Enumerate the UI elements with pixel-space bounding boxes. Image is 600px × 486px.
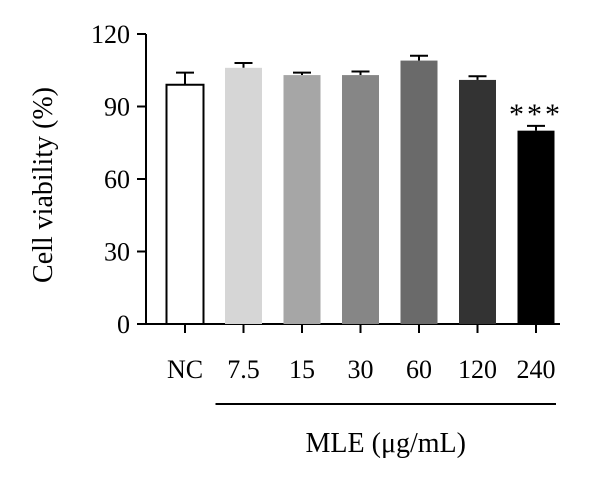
group-label: MLE (μg/mL) [306, 428, 466, 459]
bar-NC [165, 83, 205, 325]
y-tick-label: 60 [104, 165, 130, 194]
plot-area: 0 30 60 90 120 NC 7.5 15 30 60 120 240 *** [91, 20, 563, 384]
x-tick-label: 120 [458, 355, 497, 384]
bar-120 [459, 79, 496, 325]
x-tick-label: 30 [348, 355, 374, 384]
x-tick-label: 7.5 [227, 355, 260, 384]
x-tick-label: 15 [289, 355, 315, 384]
y-tick-label: 90 [104, 93, 130, 122]
significance-stars: *** [509, 98, 563, 131]
bar-60 [400, 60, 438, 324]
y-tick-label: 120 [91, 20, 130, 49]
y-tick-label: 0 [117, 310, 130, 339]
bar-30 [342, 75, 379, 324]
y-axis-label-group: Cell viability (%) [28, 87, 59, 283]
x-tick-label: 60 [406, 355, 432, 384]
y-tick-label: 30 [104, 238, 130, 267]
bar-15 [283, 75, 321, 324]
x-tick-label: NC [167, 355, 203, 384]
bar-7.5 [225, 67, 262, 324]
y-axis-label: Cell viability (%) [28, 87, 59, 283]
x-tick-label: 240 [517, 355, 556, 384]
bar-240 [517, 130, 555, 324]
